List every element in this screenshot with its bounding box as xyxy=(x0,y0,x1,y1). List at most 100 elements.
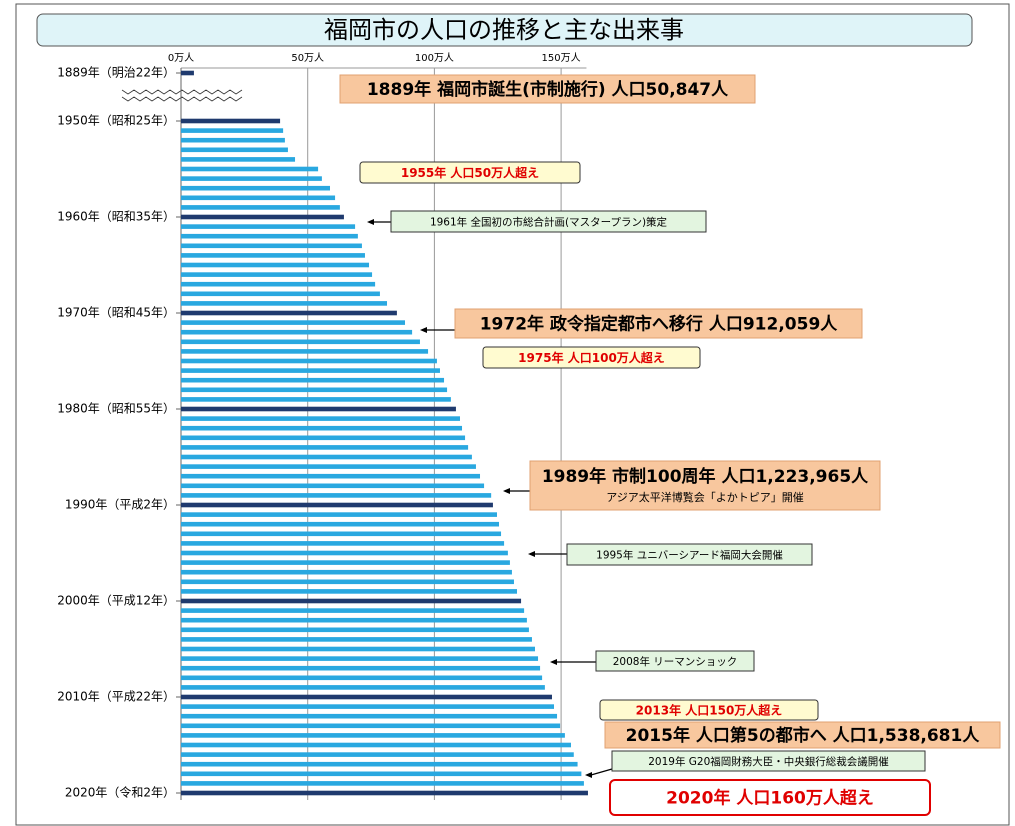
bar xyxy=(181,406,456,412)
annotation-text: 1989年 市制100周年 人口1,223,965人 xyxy=(542,466,869,487)
annotation-arrowhead xyxy=(503,488,510,494)
bar xyxy=(181,521,500,527)
bar xyxy=(181,531,502,537)
y-tick-label: 1960年（昭和35年） xyxy=(57,210,175,224)
bar xyxy=(181,665,541,671)
bar xyxy=(181,733,565,738)
chart-title: 福岡市の人口の推移と主な出来事 xyxy=(324,16,684,44)
bar xyxy=(181,502,493,508)
annotation-text: 1975年 人口100万人超え xyxy=(518,350,665,365)
annotation-box xyxy=(566,543,813,566)
bar xyxy=(181,781,584,786)
bar xyxy=(181,272,373,277)
y-tick-label: 1980年（昭和55年） xyxy=(57,402,175,416)
bar xyxy=(181,118,281,124)
bar xyxy=(181,541,505,546)
annotation-box xyxy=(339,74,756,104)
bar xyxy=(181,483,485,489)
bar xyxy=(181,512,497,517)
y-tick-label: 2020年（令和2年） xyxy=(65,785,175,800)
bar xyxy=(181,147,288,153)
annotation-arrow xyxy=(590,768,613,776)
y-tick-label: 1950年（昭和25年） xyxy=(57,114,175,128)
bar xyxy=(181,435,466,441)
annotation-text: 1955年 人口50万人超え xyxy=(401,165,539,180)
annotation-box xyxy=(604,721,1001,749)
annotation-text: 1995年 ユニバーシアード福岡大会開催 xyxy=(596,549,783,562)
y-tick-label: 2010年（平成22年） xyxy=(57,690,175,704)
annotation-arrowhead xyxy=(585,772,592,778)
annotation-box xyxy=(359,161,581,184)
bar xyxy=(181,569,512,575)
frame xyxy=(15,3,1010,826)
annotation-box xyxy=(482,346,701,369)
annotation-text: 2013年 人口150万人超え xyxy=(636,703,783,718)
bar xyxy=(181,397,451,402)
annotation-box xyxy=(595,650,755,672)
bar xyxy=(181,70,194,76)
y-tick-label: 2000年（平成12年） xyxy=(57,594,175,608)
bar xyxy=(181,262,370,268)
bar xyxy=(181,425,463,431)
bar xyxy=(181,790,588,796)
bar xyxy=(181,713,558,719)
bar xyxy=(181,387,448,393)
bar xyxy=(181,550,508,556)
bar xyxy=(181,339,420,345)
annotation-text: 2008年 リーマンショック xyxy=(613,655,738,668)
annotation-text: 2015年 人口第5の都市へ 人口1,538,681人 xyxy=(626,725,981,746)
annotation-text: 1961年 全国初の市総合計画(マスタープラン)策定 xyxy=(430,216,668,229)
bar xyxy=(181,473,481,479)
x-tick-label: 100万人 xyxy=(415,52,454,64)
bar xyxy=(181,589,518,594)
annotation-text: 1889年 福岡市誕生(市制施行) 人口50,847人 xyxy=(367,79,729,100)
bar xyxy=(181,253,365,258)
bar xyxy=(181,723,561,729)
bar xyxy=(181,617,527,623)
bar xyxy=(181,598,522,604)
bar xyxy=(181,185,330,191)
bar xyxy=(181,310,397,316)
bar xyxy=(181,137,285,143)
bar xyxy=(181,627,529,633)
annotation-text: 2020年 人口160万人超え xyxy=(666,788,874,809)
bar xyxy=(181,416,460,421)
annotation-arrowhead xyxy=(528,551,535,557)
bar xyxy=(181,214,344,220)
bar xyxy=(181,368,440,373)
bar xyxy=(181,176,322,181)
annotation-box xyxy=(390,210,707,233)
annotation-box xyxy=(609,779,931,816)
x-tick-label: 0万人 xyxy=(168,52,194,64)
bar xyxy=(181,742,571,748)
bar xyxy=(181,377,445,383)
bar xyxy=(181,358,437,364)
bar xyxy=(181,205,340,210)
x-tick-label: 50万人 xyxy=(291,52,324,64)
annotation-arrowhead xyxy=(550,659,557,665)
bar xyxy=(181,579,514,585)
bar xyxy=(181,752,574,757)
bar xyxy=(181,685,545,690)
bar xyxy=(181,704,555,709)
annotation-text: 2019年 G20福岡財務大臣・中央銀行総裁会議開催 xyxy=(648,755,889,768)
bar xyxy=(181,233,358,239)
annotation-subtext: アジア太平洋博覧会「よかトピア」開催 xyxy=(606,490,804,504)
axis-break xyxy=(121,89,243,102)
bar xyxy=(181,464,476,469)
annotation-arrowhead xyxy=(420,327,427,333)
bar xyxy=(181,128,284,133)
bar xyxy=(181,656,539,661)
bar xyxy=(181,560,510,565)
bar xyxy=(181,329,413,335)
bar xyxy=(181,771,582,777)
bar xyxy=(181,454,472,460)
bar xyxy=(181,349,429,354)
bar xyxy=(181,243,362,249)
annotation-text: 1972年 政令指定都市へ移行 人口912,059人 xyxy=(480,314,839,335)
y-tick-label: 1889年（明治22年） xyxy=(57,66,175,80)
bar xyxy=(181,493,492,498)
bar xyxy=(181,675,543,681)
annotation-box xyxy=(529,460,881,511)
